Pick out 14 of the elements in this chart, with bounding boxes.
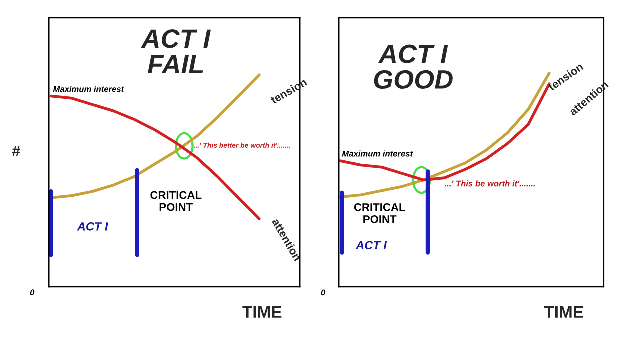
annotation: ACT I — [77, 222, 108, 231]
annotation: Maximum interest — [53, 86, 124, 92]
y-axis-title: # — [12, 146, 20, 156]
annotation: CRITICAL POINT — [150, 191, 202, 212]
text: 0 — [30, 290, 35, 296]
annotation: ...' This be worth it'....... — [444, 180, 536, 187]
annotation: CRITICAL POINT — [354, 203, 406, 224]
x-axis-title: TIME — [544, 306, 584, 318]
text: 0 — [321, 290, 326, 296]
chart-title: ACT I GOOD — [374, 44, 453, 90]
annotation: ACT I — [356, 241, 388, 250]
chart-title: ACT I FAIL — [141, 30, 212, 74]
annotation: Maximum interest — [342, 150, 414, 157]
x-axis-title: TIME — [242, 306, 282, 318]
